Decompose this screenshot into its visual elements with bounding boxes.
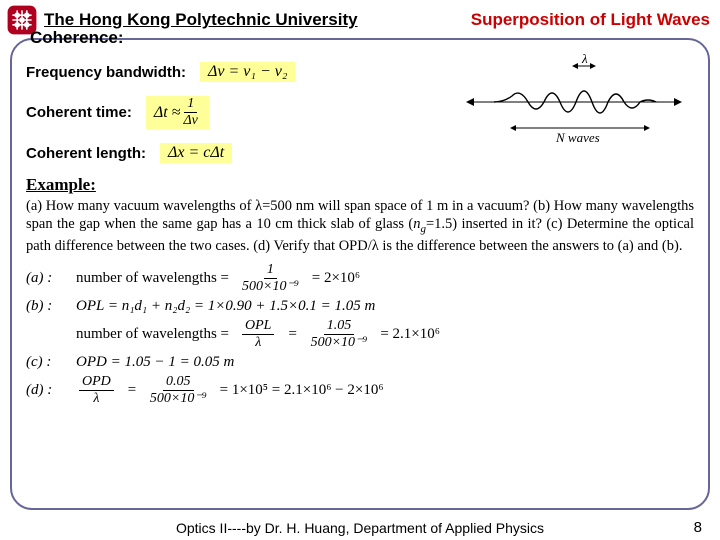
example-text: (a) How many vacuum wavelengths of λ=500… [26,197,694,255]
time-num: 1 [184,97,197,113]
example-heading: Example: [26,175,694,195]
wave-packet-diagram: λ N waves [464,54,684,144]
sol-b-num2: 1.05 [324,319,355,335]
coherent-length-row: Coherent length: Δx = cΔt [26,143,694,163]
sol-d-den: 500×10⁻⁹ [150,391,207,406]
sol-b-text2: number of wavelengths = [76,326,229,343]
content-frame: Coherence: Frequency bandwidth: Δν = ν₁ … [10,38,710,510]
solution-c: (c) : OPD = 1.05 − 1 = 0.05 m [26,354,694,371]
coherent-time-label: Coherent time: [26,104,132,121]
sol-b-mid: = [287,326,297,343]
sol-d-frac2: 0.05 500×10⁻⁹ [150,375,207,406]
lambda-label: λ [581,54,588,66]
time-den: Δν [183,113,197,128]
sol-a-label: (a) : [26,270,66,287]
sol-b-frac2: 1.05 500×10⁻⁹ [311,319,368,350]
sol-d-rhs: = 1×10⁵ = 2.1×10⁶ − 2×10⁶ [220,382,384,399]
sol-b-den2: 500×10⁻⁹ [311,335,368,350]
coherence-heading: Coherence: [30,28,694,48]
solution-d: (d) : OPD λ = 0.05 500×10⁻⁹ = 1×10⁵ = 2.… [26,375,694,406]
sol-d-frac1: OPD λ [79,375,114,406]
sol-b-num1: OPL [242,319,274,335]
sol-d-num: 0.05 [163,375,194,391]
coherent-length-label: Coherent length: [26,145,146,162]
sol-d-label: (d) : [26,382,66,399]
n-waves-label: N waves [555,130,600,144]
sol-a-frac: 1 500×10⁻⁹ [242,263,299,294]
solutions-block: (a) : number of wavelengths = 1 500×10⁻⁹… [26,263,694,406]
sol-b-frac1: OPL λ [242,319,274,350]
time-formula-lhs: Δt ≈ [154,104,181,122]
solution-b-line2: number of wavelengths = OPL λ = 1.05 500… [76,319,694,350]
sol-b-rhs: = 2.1×10⁶ [380,326,440,343]
sol-a-num: 1 [264,263,277,279]
sol-c-label: (c) : [26,354,66,371]
solution-b-line1: (b) : OPL = n₁d₁ + n₂d₂ = 1×0.90 + 1.5×0… [26,298,694,315]
sol-a-den: 500×10⁻⁹ [242,279,299,294]
time-formula-fraction: 1 Δν [183,97,197,128]
coherent-length-formula: Δx = cΔt [160,143,232,163]
coherent-time-formula: Δt ≈ 1 Δν [146,96,209,129]
sol-d-mid: = [127,382,137,399]
sol-d-lhs-num: OPD [79,375,114,391]
sol-b-den1: λ [255,335,261,350]
topic-title: Superposition of Light Waves [471,10,710,30]
sol-c-text: OPD = 1.05 − 1 = 0.05 m [76,354,234,371]
page-number: 8 [694,519,702,536]
frequency-formula: Δν = ν₁ − ν₂ [200,62,295,82]
frequency-label: Frequency bandwidth: [26,64,186,81]
solution-a: (a) : number of wavelengths = 1 500×10⁻⁹… [26,263,694,294]
footer-text: Optics II----by Dr. H. Huang, Department… [0,520,720,536]
sol-a-rhs: = 2×10⁶ [312,270,360,287]
university-name: The Hong Kong Polytechnic University [44,10,358,30]
sol-a-text: number of wavelengths = [76,270,229,287]
sol-d-lhs-den: λ [93,391,99,406]
sol-b-opl: OPL = n₁d₁ + n₂d₂ = 1×0.90 + 1.5×0.1 = 1… [76,298,375,315]
sol-b-label: (b) : [26,298,66,315]
